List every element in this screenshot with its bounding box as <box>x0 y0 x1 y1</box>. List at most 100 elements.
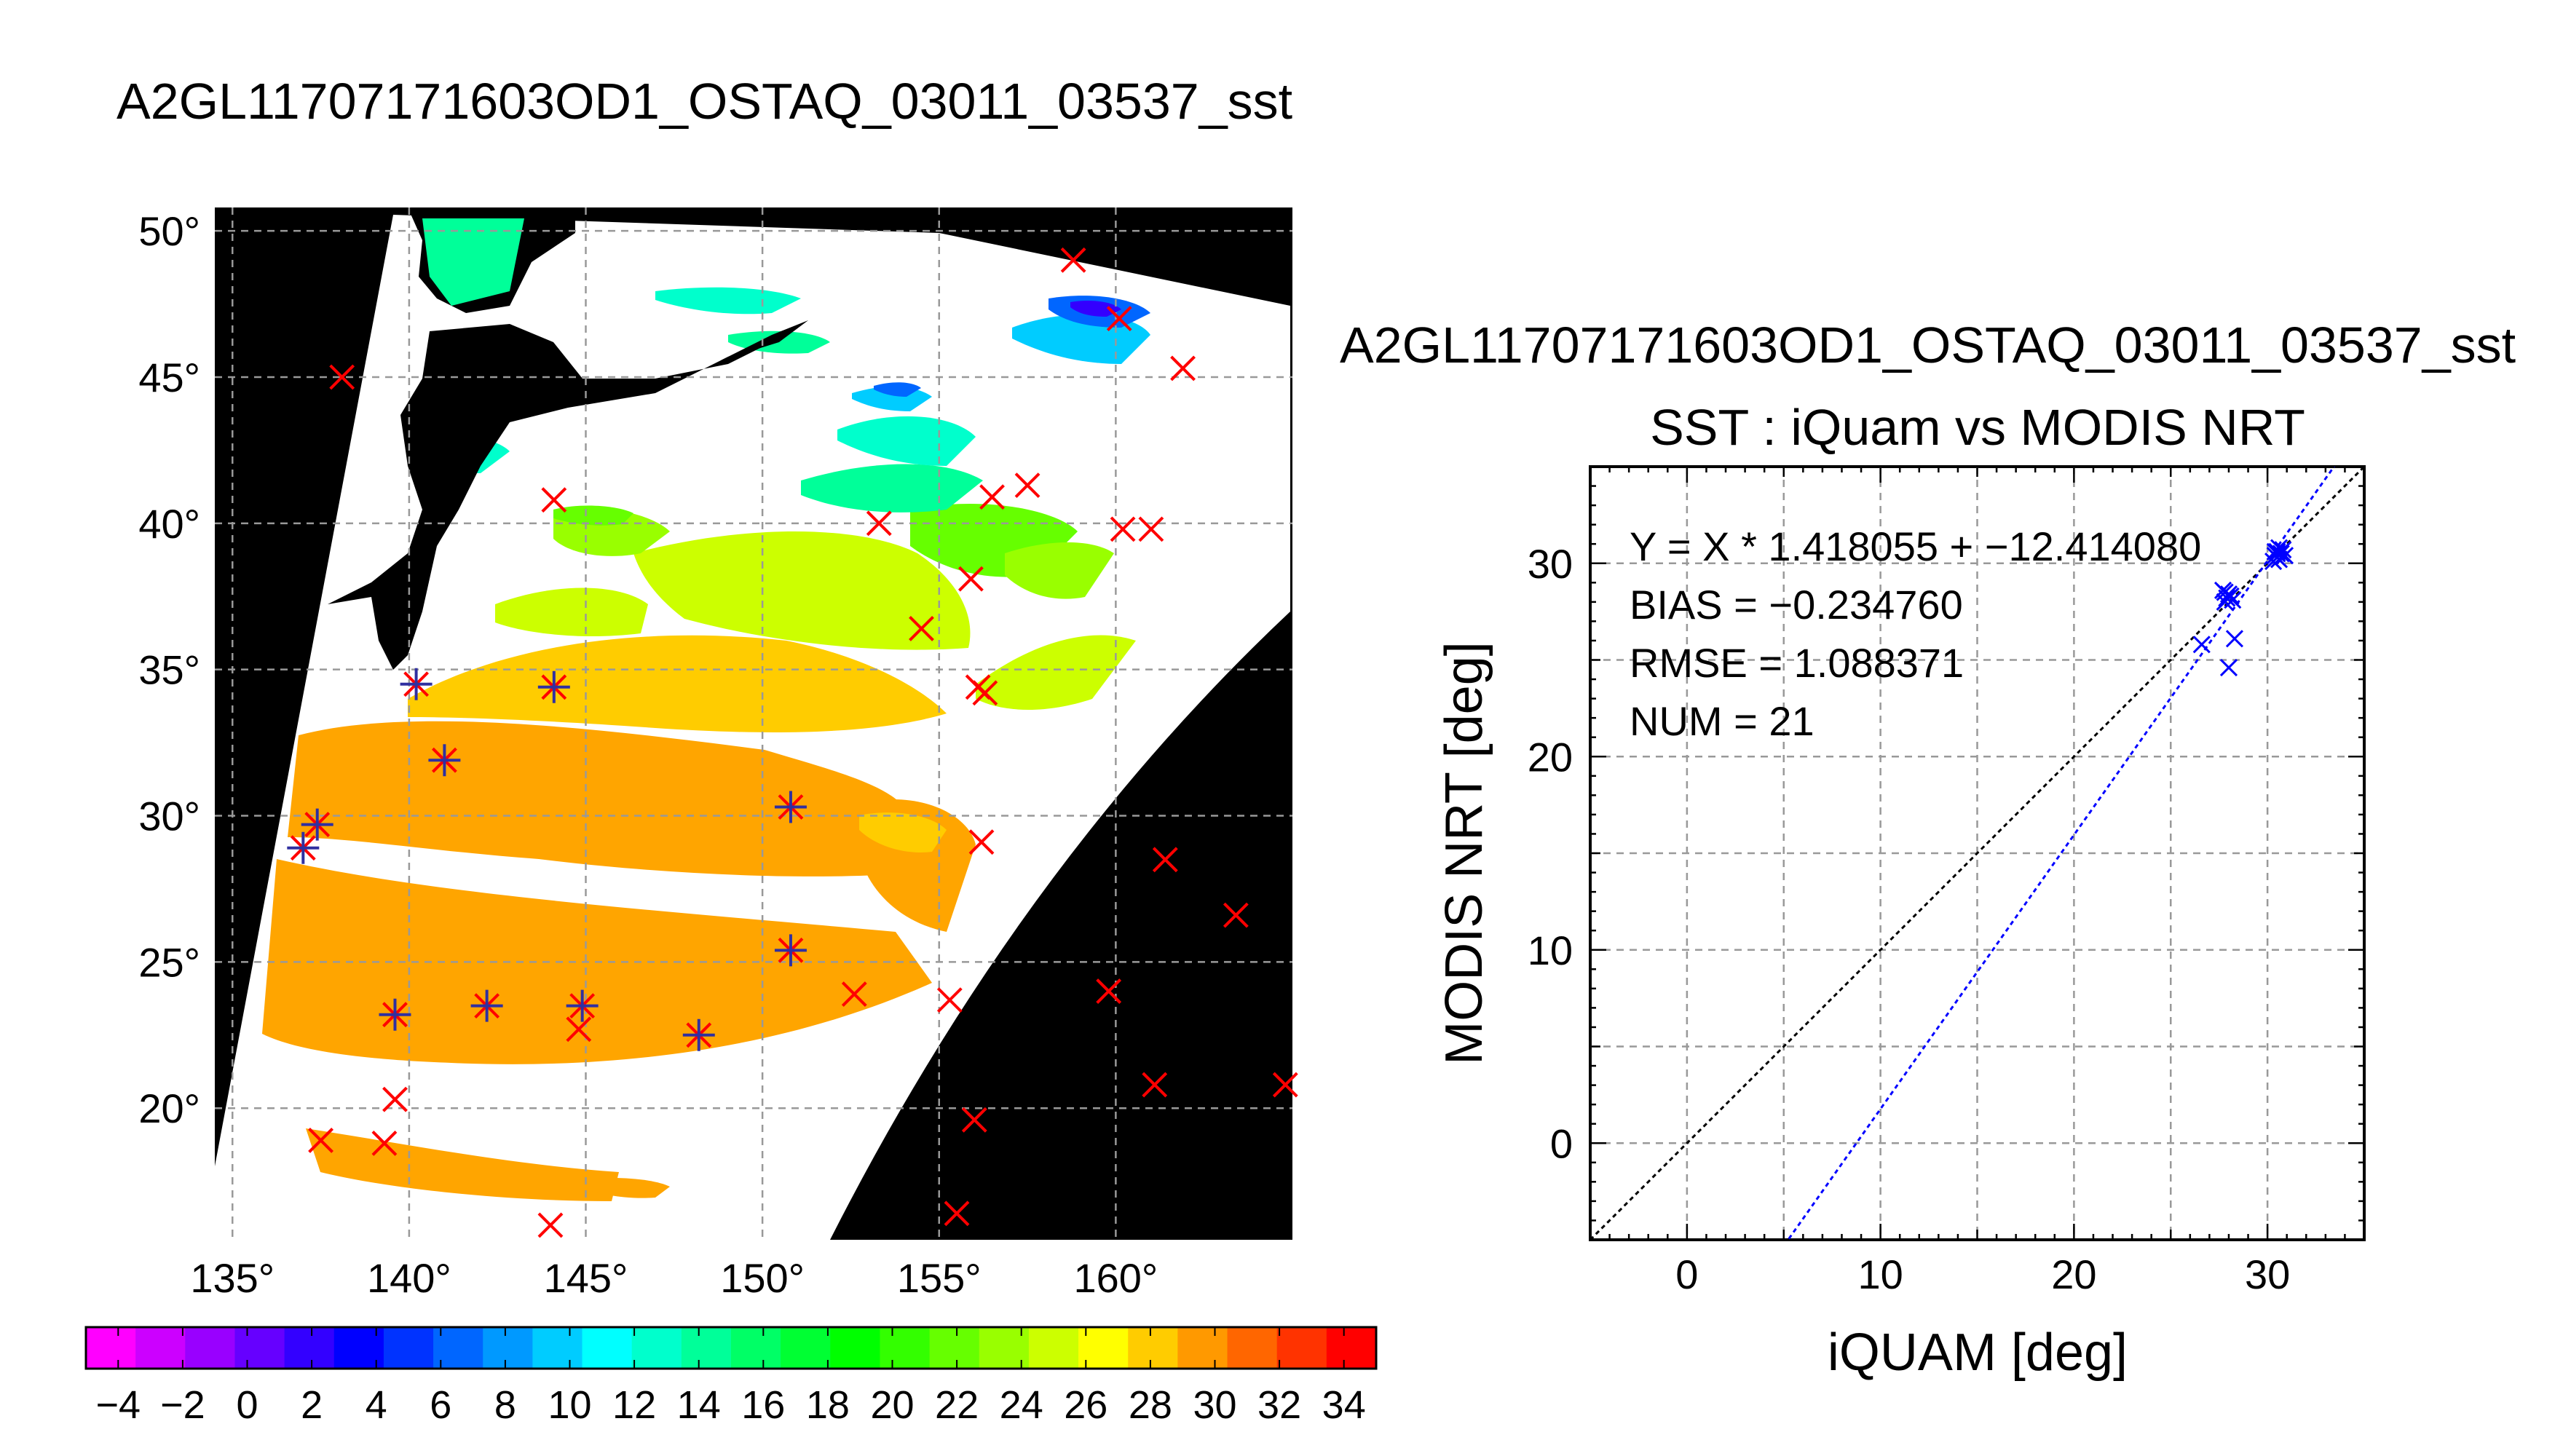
colorbar: −4 −2 0 2 4 6 8 10 12 14 16 18 20 22 24 26 28 30 32 34 <box>84 1326 1378 1427</box>
buoy-marker <box>961 1107 987 1133</box>
colorbar-swatch <box>532 1327 583 1369</box>
land <box>328 207 808 670</box>
scatter-y-tick-label: 0 <box>1550 1120 1573 1166</box>
colorbar-swatch <box>483 1327 533 1369</box>
colorbar-tick-label: 2 <box>301 1383 323 1427</box>
colorbar-tick-label: 26 <box>1064 1383 1107 1427</box>
colorbar-swatch <box>383 1327 434 1369</box>
colorbar-swatch <box>284 1327 335 1369</box>
map-lon-tick-label: 160° <box>1073 1255 1158 1301</box>
buoy-marker <box>1138 516 1164 542</box>
buoy-marker <box>841 981 867 1007</box>
colorbar-tick-label: 20 <box>870 1383 914 1427</box>
colorbar-tick-label: 24 <box>1000 1383 1043 1427</box>
map-lon-tick-label: 150° <box>720 1255 805 1301</box>
buoy-marker-matched <box>379 998 411 1031</box>
buoy-marker <box>308 1128 333 1153</box>
buoy-marker <box>382 1086 408 1112</box>
map-lat-tick-label: 40° <box>138 501 200 547</box>
buoy-marker-matched <box>470 989 503 1022</box>
buoy-marker-matched <box>287 831 320 864</box>
buoy-marker <box>1223 902 1249 928</box>
scatter-plot: SST : iQuam vs MODIS NRT 0 10 20 300102030 … <box>1435 399 2366 1382</box>
buoy-marker <box>1014 472 1040 499</box>
scatter-file-title: A2GL11707171603OD1_OSTAQ_03011_03537_sst <box>1340 317 2516 373</box>
scatter-y-tick-label: 10 <box>1528 927 1573 973</box>
colorbar-swatch <box>681 1327 732 1369</box>
colorbar-tick-label: 8 <box>494 1383 516 1427</box>
colorbar-swatch <box>1227 1327 1278 1369</box>
colorbar-swatch <box>185 1327 235 1369</box>
map-lat-tick-label: 25° <box>138 939 200 985</box>
stats-box: Y = X * 1.418055 + −12.414080 BIAS = −0.… <box>1630 523 2201 744</box>
colorbar-swatch <box>1028 1327 1079 1369</box>
map-lat-tick-label: 45° <box>138 355 200 400</box>
colorbar-swatch <box>1128 1327 1178 1369</box>
buoy-marker <box>1142 1072 1168 1098</box>
land-kamchatka-chain <box>721 320 808 360</box>
colorbar-swatch <box>830 1327 880 1369</box>
buoy-marker <box>968 829 995 855</box>
buoy-marker <box>936 987 963 1013</box>
stats-num: NUM = 21 <box>1630 698 1814 744</box>
buoy-marker <box>541 487 567 513</box>
buoy-marker <box>1152 847 1178 873</box>
buoy-marker <box>1170 355 1196 381</box>
scatter-x-tick-label: 0 <box>1675 1251 1698 1297</box>
scatter-point <box>2216 593 2234 611</box>
scatter-point <box>2275 547 2294 565</box>
scatter-points <box>2192 539 2294 677</box>
scatter-x-tick-label: 20 <box>2051 1251 2096 1297</box>
buoy-marker-matched <box>400 668 433 700</box>
buoy-marker <box>1106 306 1132 332</box>
scatter-x-tick-label: 10 <box>1857 1251 1903 1297</box>
scatter-ticks: 0 10 20 30 0 10 20 30 <box>1528 465 2366 1297</box>
scatter-ylabel: MODIS NRT [deg] <box>1435 641 1493 1065</box>
buoy-marker <box>1272 1072 1298 1098</box>
colorbar-swatch <box>781 1327 831 1369</box>
buoy-marker-matched <box>774 791 807 823</box>
buoy-marker-matched <box>682 1018 715 1051</box>
scatter-point <box>2219 659 2238 677</box>
map-lon-tick-label: 140° <box>367 1255 451 1301</box>
map-lat-tick-label: 20° <box>138 1085 200 1131</box>
buoy-marker-matched <box>428 744 461 777</box>
buoy-marker <box>329 364 355 390</box>
buoy-marker <box>972 680 998 706</box>
colorbar-swatch <box>234 1327 285 1369</box>
buoy-marker <box>371 1131 398 1156</box>
colorbar-tick-label: 18 <box>806 1383 850 1427</box>
scatter-xlabel: iQUAM [deg] <box>1828 1324 2128 1382</box>
colorbar-tick-label: 22 <box>935 1383 979 1427</box>
scatter-y-tick-label: 20 <box>1528 734 1573 780</box>
colorbar-tick-label: 32 <box>1257 1383 1301 1427</box>
buoy-marker <box>1110 516 1136 542</box>
colorbar-swatch <box>880 1327 931 1369</box>
buoy-marker-matched <box>537 670 570 703</box>
buoy-marker <box>537 1212 564 1238</box>
colorbar-tick-label: 12 <box>612 1383 656 1427</box>
buoy-marker-matched <box>774 934 807 967</box>
buoy-marker <box>958 566 984 592</box>
scatter-title: SST : iQuam vs MODIS NRT <box>1650 399 2305 456</box>
buoy-marker <box>944 1200 970 1227</box>
colorbar-swatch <box>433 1327 483 1369</box>
scatter-point <box>2266 542 2284 561</box>
land-hokkaido-kuril <box>328 324 772 670</box>
scatter-y-tick-label: 30 <box>1528 541 1573 587</box>
colorbar-swatch <box>1276 1327 1327 1369</box>
colorbar-swatch <box>582 1327 633 1369</box>
map-lon-tick-label: 135° <box>190 1255 275 1301</box>
colorbar-tick-label: −4 <box>96 1383 141 1427</box>
colorbar-tick-label: −2 <box>160 1383 205 1427</box>
colorbar-tick-label: 16 <box>741 1383 785 1427</box>
buoy-marker <box>1096 978 1122 1004</box>
colorbar-tick-label: 14 <box>677 1383 721 1427</box>
stats-bias: BIAS = −0.234760 <box>1630 582 1963 628</box>
buoy-marker-matched <box>301 808 333 841</box>
buoy-marker <box>909 616 934 641</box>
map-axes: 135° 140° 145° 150° 155° 160° 50° 45° 40° 35° 30° 2… <box>138 208 1158 1301</box>
scatter-point <box>2225 630 2244 648</box>
map-lon-tick-label: 145° <box>544 1255 628 1301</box>
colorbar-swatch <box>1177 1327 1228 1369</box>
